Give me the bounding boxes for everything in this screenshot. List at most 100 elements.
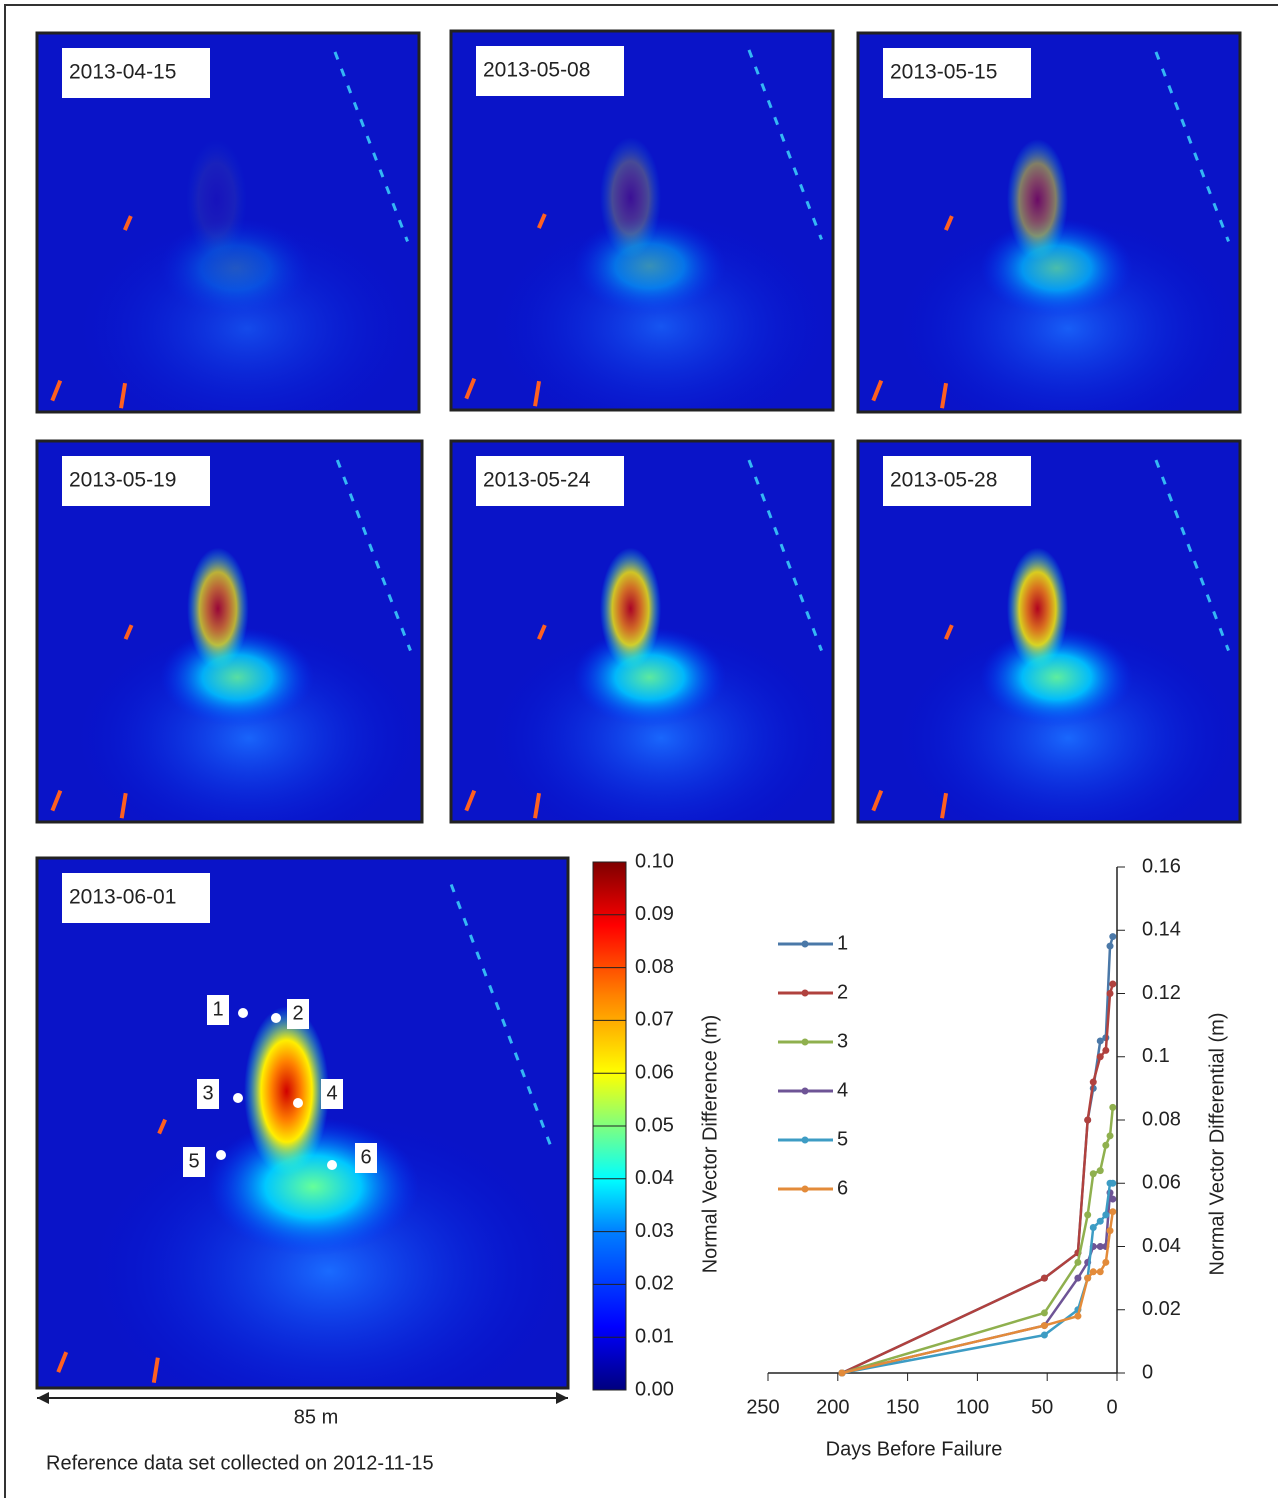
streak bbox=[747, 49, 823, 240]
map-image bbox=[37, 858, 568, 1388]
map-border bbox=[35, 856, 570, 1390]
data-point bbox=[1102, 1211, 1110, 1219]
frame bbox=[4, 4, 1278, 1503]
map-image bbox=[37, 33, 419, 412]
colorbar-tick-label: 0.03 bbox=[635, 1220, 674, 1242]
date-label: 2013-05-24 bbox=[483, 469, 591, 492]
series-line bbox=[841, 1107, 1115, 1375]
legend-label: 5 bbox=[837, 1128, 848, 1150]
data-point bbox=[1040, 1322, 1048, 1330]
colorbar-label: Normal Vector Difference (m) bbox=[699, 1015, 721, 1274]
data-point bbox=[1089, 1268, 1097, 1276]
series-line bbox=[841, 936, 1115, 1375]
x-tick-label: 50 bbox=[1031, 1396, 1053, 1418]
deformation-plume bbox=[599, 547, 662, 670]
point-label-box bbox=[321, 1079, 343, 1109]
date-label: 2013-06-01 bbox=[69, 886, 176, 909]
point-label-box bbox=[197, 1079, 219, 1109]
point-label: 6 bbox=[360, 1146, 371, 1168]
date-label: 2013-05-19 bbox=[69, 469, 176, 492]
y-tick-label: 0.16 bbox=[1142, 855, 1181, 877]
data-point bbox=[1084, 1211, 1092, 1219]
point-label-box bbox=[355, 1143, 377, 1173]
legend-marker bbox=[801, 1185, 809, 1193]
legend-marker bbox=[801, 989, 809, 997]
deformation-plume bbox=[185, 139, 248, 261]
colorbar-tick-label: 0.05 bbox=[635, 1114, 674, 1136]
data-point bbox=[1096, 1268, 1104, 1276]
y-tick-label: 0.14 bbox=[1142, 919, 1181, 941]
data-point bbox=[1089, 1224, 1097, 1232]
data-point bbox=[1074, 1274, 1082, 1282]
y-tick-label: 0.04 bbox=[1142, 1235, 1181, 1257]
legend-label: 6 bbox=[837, 1177, 848, 1199]
date-label: 2013-05-15 bbox=[890, 61, 997, 84]
y-tick-label: 0.02 bbox=[1142, 1298, 1181, 1320]
legend-marker bbox=[801, 1087, 809, 1095]
y-tick-label: 0 bbox=[1142, 1361, 1153, 1383]
point-marker bbox=[271, 1013, 281, 1023]
map-panel: 2013-05-19 bbox=[35, 439, 424, 824]
streak bbox=[50, 215, 133, 409]
legend-label: 2 bbox=[837, 981, 848, 1003]
x-axis-label: Days Before Failure bbox=[826, 1438, 1003, 1460]
map-panel: 2013-05-28 bbox=[856, 439, 1242, 824]
reference-note: Reference data set collected on 2012-11-… bbox=[46, 1452, 434, 1474]
map-panel: 2013-05-08 bbox=[449, 29, 835, 412]
series-line bbox=[841, 1192, 1114, 1375]
map-border bbox=[449, 439, 835, 824]
data-point bbox=[1109, 1179, 1117, 1187]
streak bbox=[464, 213, 547, 407]
data-point bbox=[1102, 1141, 1110, 1149]
data-point bbox=[1040, 1309, 1048, 1317]
data-point bbox=[1102, 1258, 1110, 1266]
data-point bbox=[1096, 1217, 1104, 1225]
x-tick-label: 200 bbox=[816, 1396, 849, 1418]
deformation-plume bbox=[187, 547, 249, 670]
date-label: 2013-05-08 bbox=[483, 59, 590, 82]
point-marker bbox=[216, 1150, 226, 1160]
date-label: 2013-04-15 bbox=[69, 61, 176, 84]
point-label: 5 bbox=[188, 1150, 199, 1172]
colorbar-tick-label: 0.04 bbox=[635, 1167, 674, 1189]
y-tick-label: 0.1 bbox=[1142, 1045, 1170, 1067]
streak bbox=[333, 51, 409, 242]
map-panel: 2013-04-15 bbox=[35, 31, 421, 414]
y-tick-label: 0.06 bbox=[1142, 1172, 1181, 1194]
point-marker bbox=[327, 1160, 337, 1170]
legend-marker bbox=[801, 940, 809, 948]
streak bbox=[50, 624, 134, 819]
data-point bbox=[1106, 990, 1114, 997]
map-border bbox=[856, 31, 1242, 414]
data-point bbox=[1089, 1170, 1097, 1178]
point-label-box bbox=[287, 999, 309, 1029]
streak bbox=[747, 459, 823, 652]
data-point bbox=[1089, 1078, 1097, 1086]
colorbar-tick-label: 0.07 bbox=[635, 1009, 674, 1031]
streak bbox=[871, 215, 954, 409]
date-box bbox=[62, 48, 210, 98]
y-axis-label: Normal Vector Differential (m) bbox=[1206, 1012, 1228, 1275]
deformation-plume bbox=[599, 137, 662, 259]
legend-label: 3 bbox=[837, 1030, 848, 1052]
point-label: 1 bbox=[212, 998, 223, 1020]
data-point bbox=[1096, 1243, 1104, 1250]
y-tick-label: 0.08 bbox=[1142, 1108, 1181, 1130]
point-label: 3 bbox=[202, 1082, 213, 1104]
colorbar-tick-label: 0.00 bbox=[635, 1378, 674, 1400]
map-border bbox=[35, 31, 421, 414]
map-panel: 2013-05-24 bbox=[449, 439, 835, 824]
map-image bbox=[858, 441, 1240, 822]
date-box bbox=[476, 46, 624, 96]
legend-marker bbox=[801, 1038, 809, 1046]
map-border bbox=[449, 29, 835, 412]
colorbar-tick-label: 0.02 bbox=[635, 1273, 674, 1295]
data-point bbox=[1109, 933, 1117, 941]
series-line bbox=[841, 1182, 1113, 1375]
legend-marker bbox=[801, 1136, 809, 1144]
point-label-box bbox=[183, 1147, 205, 1177]
data-point bbox=[1106, 1132, 1114, 1140]
y-tick-label: 0.12 bbox=[1142, 982, 1181, 1004]
point-marker bbox=[293, 1098, 303, 1108]
